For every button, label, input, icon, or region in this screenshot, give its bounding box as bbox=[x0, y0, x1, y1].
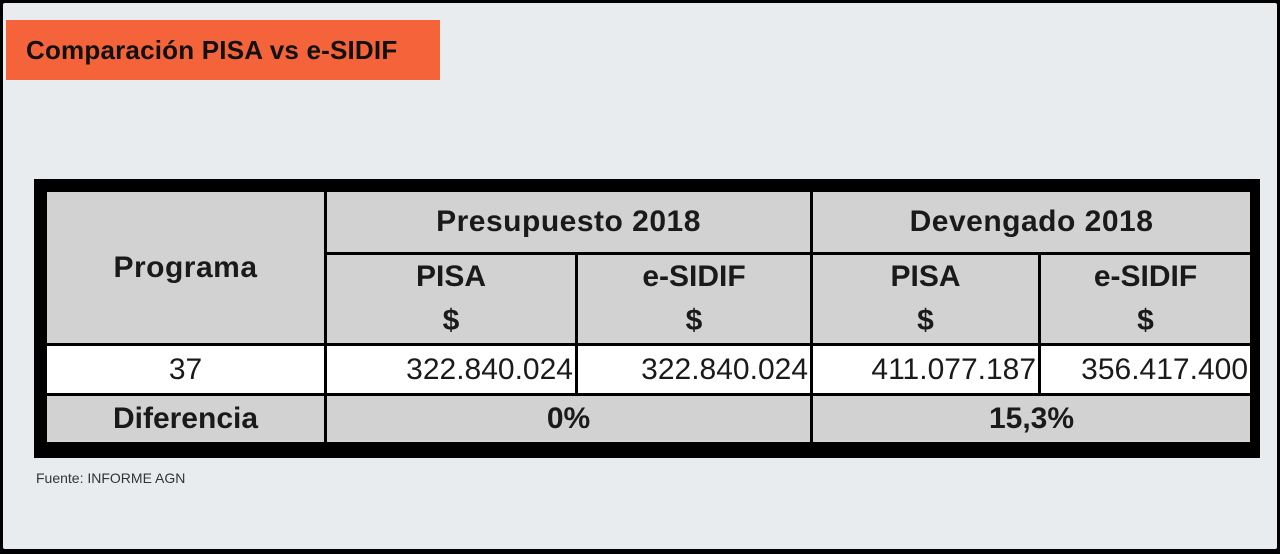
diferencia-label: Diferencia bbox=[44, 393, 327, 445]
subheader-unit: $ bbox=[442, 304, 460, 337]
value-cell: 411.077.187 bbox=[810, 343, 1042, 396]
table-header-row: Programa Presupuesto 2018 Devengado 2018 bbox=[44, 189, 1254, 346]
title-badge: Comparación PISA vs e-SIDIF bbox=[6, 20, 440, 80]
subheader-name: e-SIDIF bbox=[1093, 260, 1198, 293]
group-header-presupuesto: Presupuesto 2018 bbox=[323, 189, 814, 255]
subheader-unit: $ bbox=[1137, 304, 1154, 337]
subheader-cell: PISA $ bbox=[810, 252, 1042, 346]
subheader-cell: e-SIDIF $ bbox=[1038, 252, 1254, 346]
value-cell: 322.840.024 bbox=[324, 343, 578, 396]
diferencia-presupuesto: 0% bbox=[323, 393, 814, 445]
programa-header: Programa bbox=[44, 189, 327, 346]
comparison-table-frame: Programa Presupuesto 2018 Devengado 2018… bbox=[34, 179, 1260, 458]
subheader-unit: $ bbox=[685, 304, 703, 337]
table-subheader-row: PISA $ e-SIDIF $ PISA $ e-SIDIF $ bbox=[46, 252, 1254, 346]
subheader-cell: e-SIDIF $ bbox=[574, 252, 814, 346]
comparison-table: Programa Presupuesto 2018 Devengado 2018… bbox=[44, 189, 1254, 445]
subheader-name: e-SIDIF bbox=[642, 260, 746, 293]
value-cell: 322.840.024 bbox=[574, 343, 814, 396]
subheader-unit: $ bbox=[917, 304, 934, 337]
page-frame: Comparación PISA vs e-SIDIF Programa Pre… bbox=[3, 3, 1277, 549]
group-header-devengado: Devengado 2018 bbox=[810, 189, 1254, 255]
subheader-cell: PISA $ bbox=[324, 252, 578, 346]
value-cell: 356.417.400 bbox=[1038, 343, 1254, 396]
programa-cell: 37 bbox=[44, 343, 327, 396]
page-title: Comparación PISA vs e-SIDIF bbox=[26, 34, 398, 65]
table-row: 37 322.840.024 322.840.024 411.077.187 3… bbox=[44, 343, 1254, 396]
source-note: Fuente: INFORME AGN bbox=[36, 470, 186, 486]
subheader-name: PISA bbox=[415, 260, 487, 293]
diferencia-devengado: 15,3% bbox=[810, 393, 1254, 445]
subheader-name: PISA bbox=[890, 260, 961, 293]
diferencia-row: Diferencia 0% 15,3% bbox=[44, 393, 1254, 445]
